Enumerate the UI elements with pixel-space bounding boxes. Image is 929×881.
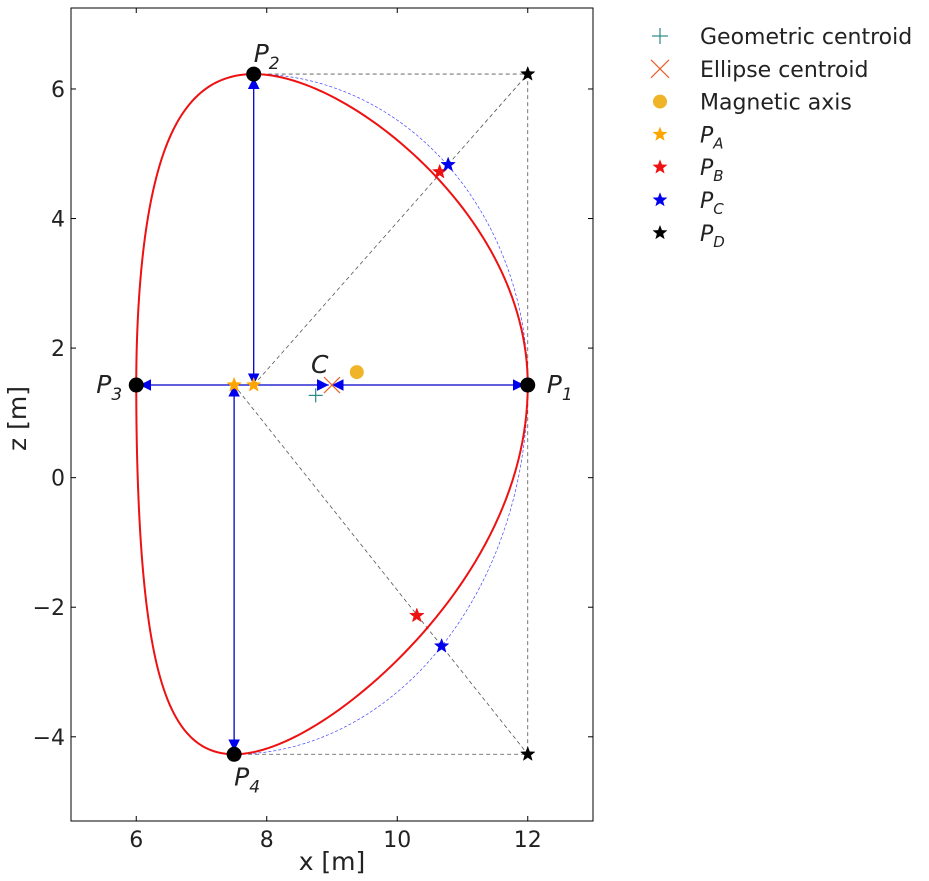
legend-entry: PC: [652, 189, 724, 218]
pa-marker: [226, 376, 242, 392]
magnetic-axis-marker: [349, 365, 364, 380]
legend-marker: [652, 192, 668, 207]
pc-marker: [440, 156, 456, 172]
point-p4-marker: [226, 746, 242, 762]
pd-marker: [519, 65, 536, 81]
label-p1: P1: [547, 370, 573, 405]
legend-label: PB: [700, 156, 724, 185]
pc-marker: [433, 637, 450, 653]
legend-label: PC: [700, 189, 724, 218]
legend-label: Ellipse centroid: [700, 58, 869, 83]
pa-marker: [245, 376, 262, 392]
legend-marker: [652, 225, 668, 240]
point-p2-marker: [246, 66, 262, 82]
legend-marker: [653, 94, 667, 109]
legend-entry: Ellipse centroid: [650, 58, 869, 83]
plot-area: P1 P2 P3 P4 C: [70, 7, 594, 822]
guide-line: [233, 384, 529, 755]
pd-marker: [519, 746, 536, 761]
x-axis-label: x [m]: [299, 847, 366, 876]
legend-label: Magnetic axis: [700, 91, 852, 116]
y-tick-label: −4: [33, 726, 65, 751]
plasma-boundary: [135, 73, 529, 756]
y-axis: −4 −2 0 2 4 6: [33, 78, 593, 751]
legend-marker: [652, 28, 668, 44]
legend-entry: PD: [652, 222, 725, 251]
legend-marker: [650, 59, 670, 79]
y-tick-label: 2: [51, 337, 65, 362]
x-tick-label: 12: [514, 828, 542, 853]
plot-content: [128, 65, 536, 762]
y-tick-label: 0: [51, 467, 65, 492]
legend-marker: [652, 159, 668, 174]
x-axis: 6 8 10 12: [129, 8, 542, 853]
y-tick-label: 4: [51, 208, 65, 233]
ellipse-arc-upper: [253, 73, 529, 386]
geometric-centroid-marker: [308, 388, 323, 403]
point-p1-marker: [520, 377, 536, 393]
y-tick-label: −2: [33, 596, 65, 621]
legend-marker: [652, 126, 668, 141]
legend-label: PA: [700, 123, 724, 152]
legend-label: Geometric centroid: [700, 25, 912, 50]
guide-line: [253, 73, 529, 386]
legend-entry: PB: [652, 156, 724, 185]
legend: Geometric centroid Ellipse centroid Magnet…: [650, 25, 912, 251]
label-c: C: [311, 350, 329, 379]
legend-entry: Magnetic axis: [653, 91, 852, 116]
y-axis-label: z [m]: [3, 386, 32, 451]
legend-entry: Geometric centroid: [652, 25, 912, 50]
legend-label: PD: [700, 222, 725, 251]
x-tick-label: 8: [260, 828, 274, 853]
label-p2: P2: [254, 39, 280, 74]
plot-frame: [70, 7, 594, 822]
y-tick-label: 6: [51, 78, 65, 103]
label-p3: P3: [96, 370, 122, 405]
point-p3-marker: [128, 377, 144, 393]
legend-entry: PA: [652, 123, 724, 152]
x-tick-label: 6: [129, 828, 143, 853]
ellipse-centroid-marker: [323, 376, 341, 394]
label-p4: P4: [234, 762, 260, 797]
x-tick-label: 10: [383, 828, 411, 853]
pb-marker: [409, 607, 425, 623]
